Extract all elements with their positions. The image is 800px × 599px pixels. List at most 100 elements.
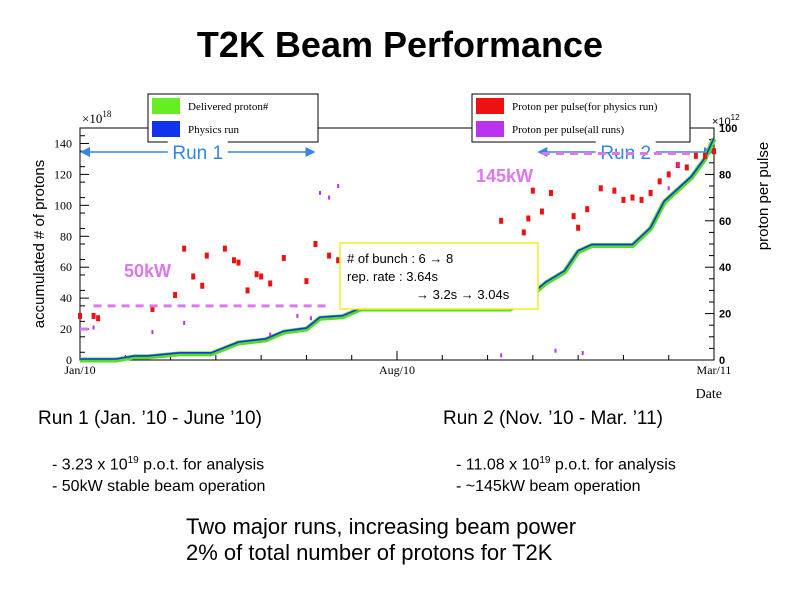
proton-per-pulse-physics-point xyxy=(684,164,689,171)
legend-right-label: Proton per pulse(for physics run) xyxy=(512,101,658,113)
legend-left-label: Delivered proton# xyxy=(188,101,269,113)
proton-per-pulse-all-point xyxy=(676,163,679,168)
run2-bullet-pot: - 11.08 x 1019 p.o.t. for analysis xyxy=(456,455,676,474)
right-axis-tick-label: 20 xyxy=(719,309,731,321)
proton-per-pulse-physics-point xyxy=(499,217,504,224)
proton-per-pulse-physics-point xyxy=(702,152,707,159)
x-axis-tick-label: Aug/10 xyxy=(379,363,415,377)
proton-per-pulse-all-point xyxy=(554,348,557,353)
left-axis-tick-label: 80 xyxy=(60,229,72,243)
proton-per-pulse-physics-point xyxy=(313,241,318,247)
proton-per-pulse-physics-point xyxy=(327,252,332,259)
proton-per-pulse-physics-point xyxy=(585,206,590,213)
legend-left-label: Physics run xyxy=(188,124,240,136)
beam-performance-chart: 0 20 40 60 80 100 120 140 0 20 40 60 80 100 Jan/10 Aug/… xyxy=(31,93,772,402)
proton-per-pulse-physics-point xyxy=(648,189,653,196)
proton-per-pulse-all-point xyxy=(309,316,312,321)
proton-per-pulse-physics-point xyxy=(231,257,236,264)
proton-per-pulse-all-point xyxy=(337,184,340,188)
left-axis-tick-label: 20 xyxy=(60,322,72,336)
info-box-line: # of bunch : 6 → 8 xyxy=(347,251,453,266)
proton-per-pulse-physics-point xyxy=(268,280,273,287)
proton-per-pulse-physics-point xyxy=(539,208,544,215)
proton-per-pulse-physics-point xyxy=(259,273,264,280)
proton-per-pulse-all-point xyxy=(328,195,331,200)
proton-per-pulse-physics-point xyxy=(236,259,241,266)
run2-bullet-power: - ~145kW beam operation xyxy=(456,478,641,496)
legend-left-swatch xyxy=(152,121,180,137)
x-axis-tick-label: Mar/11 xyxy=(697,363,732,377)
proton-per-pulse-physics-point xyxy=(222,245,227,252)
proton-per-pulse-physics-point xyxy=(281,254,286,261)
run1-arrow-arrowhead-left xyxy=(80,147,90,157)
right-axis-tick-label: 100 xyxy=(719,123,737,135)
right-axis-exponent: ×1012 xyxy=(712,113,740,128)
left-axis-label: accumulated # of protons xyxy=(31,160,48,328)
proton-per-pulse-physics-point xyxy=(621,196,626,203)
proton-per-pulse-physics-point xyxy=(548,189,553,196)
proton-per-pulse-physics-point xyxy=(526,215,531,222)
proton-per-pulse-all-point xyxy=(269,332,272,337)
legend-right-label: Proton per pulse(all runs) xyxy=(512,124,624,136)
run2-heading: Run 2 (Nov. ’10 - Mar. ’11) xyxy=(443,408,663,429)
legend-right-swatch xyxy=(476,121,504,137)
proton-per-pulse-all-point xyxy=(183,320,186,325)
right-axis-tick-label: 40 xyxy=(719,262,731,274)
proton-per-pulse-physics-point xyxy=(639,196,644,203)
run1-heading: Run 1 (Jan. ’10 - June ’10) xyxy=(38,408,262,429)
proton-per-pulse-all-point xyxy=(296,313,299,318)
run1-bullets: - 3.23 x 1019 p.o.t. for analysis - 50kW… xyxy=(52,450,265,498)
left-axis-exponent: ×1018 xyxy=(82,109,112,126)
proton-per-pulse-physics-point xyxy=(304,278,309,285)
proton-per-pulse-physics-point xyxy=(96,315,101,322)
run2-arrow-label-bg xyxy=(595,141,656,163)
left-axis-tick-label: 140 xyxy=(54,136,72,150)
proton-per-pulse-all-point xyxy=(319,190,322,195)
proton-per-pulse-physics-point xyxy=(173,292,178,299)
proton-per-pulse-physics-point xyxy=(150,305,155,312)
summary-line-2: 2% of total number of protons for T2K xyxy=(186,540,553,565)
left-axis-tick-label: 100 xyxy=(54,198,72,212)
proton-per-pulse-physics-point xyxy=(336,257,341,264)
legend-left-swatch xyxy=(152,98,180,114)
proton-per-pulse-physics-point xyxy=(78,312,82,319)
right-axis-label: proton per pulse xyxy=(755,142,772,250)
proton-per-pulse-physics-point xyxy=(598,185,603,192)
summary: Two major runs, increasing beam power 2%… xyxy=(186,514,576,566)
left-axis-tick-label: 40 xyxy=(60,291,72,305)
info-box xyxy=(339,242,539,310)
run1-bullet-power: - 50kW stable beam operation xyxy=(52,478,266,496)
right-axis-tick-label: 0 xyxy=(719,355,725,367)
run2-arrow-label: Run 2 xyxy=(600,143,651,164)
legend-right-box xyxy=(471,93,691,143)
summary-line-1: Two major runs, increasing beam power xyxy=(186,514,577,539)
proton-per-pulse-all-point xyxy=(151,330,154,335)
left-axis-tick-label: 120 xyxy=(54,167,72,181)
proton-per-pulse-all-point xyxy=(500,353,503,358)
right-axis-tick-label: 60 xyxy=(719,216,731,228)
run1-arrow-label: Run 1 xyxy=(172,143,223,164)
x-axis-tick-label: Jan/10 xyxy=(64,363,95,377)
left-axis-tick-label: 60 xyxy=(60,260,72,274)
proton-per-pulse-physics-point xyxy=(182,245,187,252)
right-axis-tick-label: 80 xyxy=(719,169,731,181)
power-50kw-label: 50kW xyxy=(124,261,171,281)
proton-per-pulse-physics-point xyxy=(576,224,581,231)
run1-arrow-label-bg xyxy=(167,141,228,163)
run1-arrow-arrowhead-right xyxy=(305,147,316,157)
proton-per-pulse-physics-point xyxy=(245,287,250,294)
proton-per-pulse-all-point xyxy=(581,351,584,356)
proton-per-pulse-physics-point xyxy=(612,187,617,194)
proton-per-pulse-physics-point xyxy=(530,187,535,194)
proton-per-pulse-physics-point xyxy=(204,252,209,259)
run1-bullet-pot: - 3.23 x 1019 p.o.t. for analysis xyxy=(52,455,265,474)
run2-bullets: - 11.08 x 1019 p.o.t. for analysis - ~14… xyxy=(456,450,676,498)
slide-title: T2K Beam Performance xyxy=(196,24,604,65)
left-axis-tick-label: 0 xyxy=(66,353,72,367)
proton-per-pulse-physics-point xyxy=(630,194,635,201)
proton-per-pulse-physics-point xyxy=(693,152,698,159)
proton-per-pulse-physics-point xyxy=(571,213,576,220)
proton-per-pulse-physics-point xyxy=(521,229,526,236)
proton-per-pulse-physics-point xyxy=(712,148,716,155)
proton-per-pulse-all-point xyxy=(92,325,95,330)
